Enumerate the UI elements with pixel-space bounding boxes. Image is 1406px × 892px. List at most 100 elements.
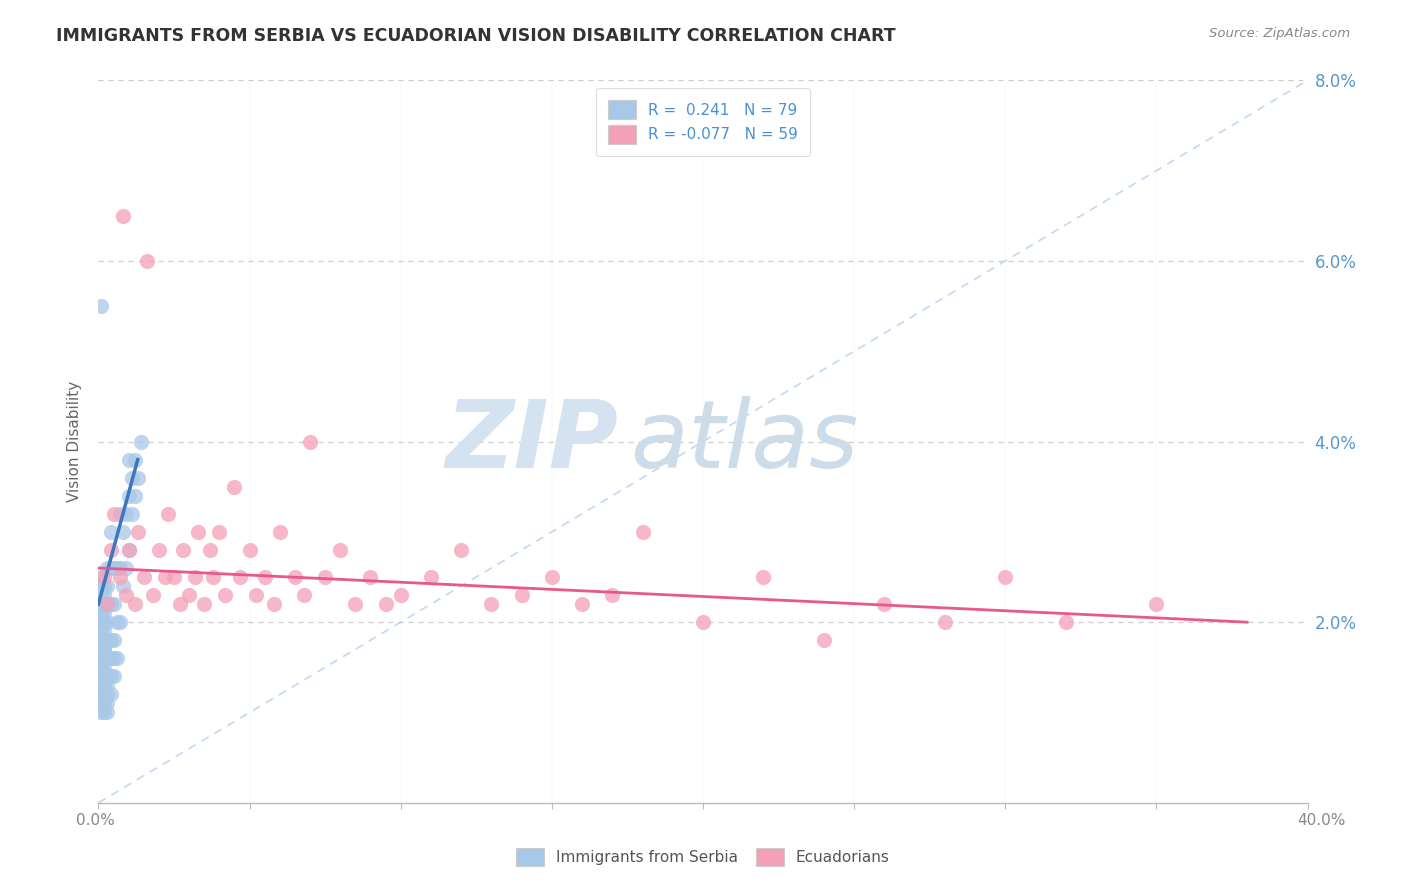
Text: atlas: atlas: [630, 396, 859, 487]
Point: [389, 588, 412, 602]
Point: [90, 606, 112, 620]
Point: [813, 633, 835, 648]
Point: [90, 615, 112, 630]
Point: [121, 471, 143, 485]
Point: [93, 570, 115, 584]
Point: [934, 615, 956, 630]
Point: [571, 597, 593, 611]
Point: [111, 209, 134, 223]
Point: [93, 606, 115, 620]
Point: [96, 597, 118, 611]
Point: [100, 651, 122, 665]
Point: [108, 570, 131, 584]
Point: [121, 507, 143, 521]
Point: [360, 570, 382, 584]
Point: [100, 524, 122, 539]
Point: [184, 570, 207, 584]
Point: [90, 606, 112, 620]
Point: [103, 561, 125, 575]
Point: [169, 597, 191, 611]
Point: [93, 660, 115, 674]
Point: [118, 489, 141, 503]
Point: [103, 669, 125, 683]
Point: [103, 507, 125, 521]
Point: [299, 434, 322, 449]
Point: [224, 480, 246, 494]
Point: [90, 660, 112, 674]
Y-axis label: Vision Disability: Vision Disability: [67, 381, 83, 502]
Point: [108, 507, 131, 521]
Point: [90, 678, 112, 692]
Point: [90, 706, 112, 720]
Point: [90, 642, 112, 657]
Point: [90, 579, 112, 593]
Point: [100, 597, 122, 611]
Point: [132, 570, 155, 584]
Text: Source: ZipAtlas.com: Source: ZipAtlas.com: [1209, 27, 1350, 40]
Point: [93, 651, 115, 665]
Point: [103, 633, 125, 648]
Point: [96, 669, 118, 683]
Point: [172, 542, 194, 557]
Point: [103, 597, 125, 611]
Point: [108, 615, 131, 630]
Point: [510, 588, 533, 602]
Point: [114, 507, 136, 521]
Point: [90, 651, 112, 665]
Point: [124, 452, 146, 467]
Point: [100, 687, 122, 701]
Point: [90, 660, 112, 674]
Point: [1144, 597, 1167, 611]
Point: [163, 570, 186, 584]
Point: [602, 588, 624, 602]
Point: [284, 570, 307, 584]
Point: [202, 570, 225, 584]
Point: [100, 542, 122, 557]
Point: [96, 651, 118, 665]
Point: [96, 633, 118, 648]
Point: [93, 579, 115, 593]
Point: [111, 524, 134, 539]
Point: [314, 570, 336, 584]
Point: [100, 669, 122, 683]
Point: [124, 489, 146, 503]
Point: [114, 588, 136, 602]
Point: [540, 570, 562, 584]
Point: [208, 524, 231, 539]
Point: [96, 579, 118, 593]
Point: [179, 588, 201, 602]
Point: [193, 597, 215, 611]
Point: [129, 434, 152, 449]
Point: [118, 542, 141, 557]
Point: [142, 588, 165, 602]
Text: 40.0%: 40.0%: [1298, 814, 1346, 828]
Point: [214, 588, 236, 602]
Point: [93, 597, 115, 611]
Point: [96, 597, 118, 611]
Point: [156, 507, 179, 521]
Point: [127, 524, 149, 539]
Point: [96, 687, 118, 701]
Point: [93, 669, 115, 683]
Point: [100, 561, 122, 575]
Point: [1054, 615, 1077, 630]
Point: [105, 651, 128, 665]
Point: [148, 542, 170, 557]
Text: 0.0%: 0.0%: [76, 814, 115, 828]
Point: [187, 524, 209, 539]
Point: [93, 678, 115, 692]
Point: [263, 597, 285, 611]
Point: [135, 253, 157, 268]
Point: [103, 651, 125, 665]
Point: [374, 597, 396, 611]
Point: [90, 678, 112, 692]
Point: [329, 542, 352, 557]
Point: [481, 597, 503, 611]
Point: [118, 452, 141, 467]
Point: [96, 678, 118, 692]
Point: [93, 697, 115, 711]
Point: [93, 687, 115, 701]
Point: [420, 570, 443, 584]
Legend: R =  0.241   N = 79, R = -0.077   N = 59: R = 0.241 N = 79, R = -0.077 N = 59: [596, 88, 810, 156]
Point: [93, 624, 115, 639]
